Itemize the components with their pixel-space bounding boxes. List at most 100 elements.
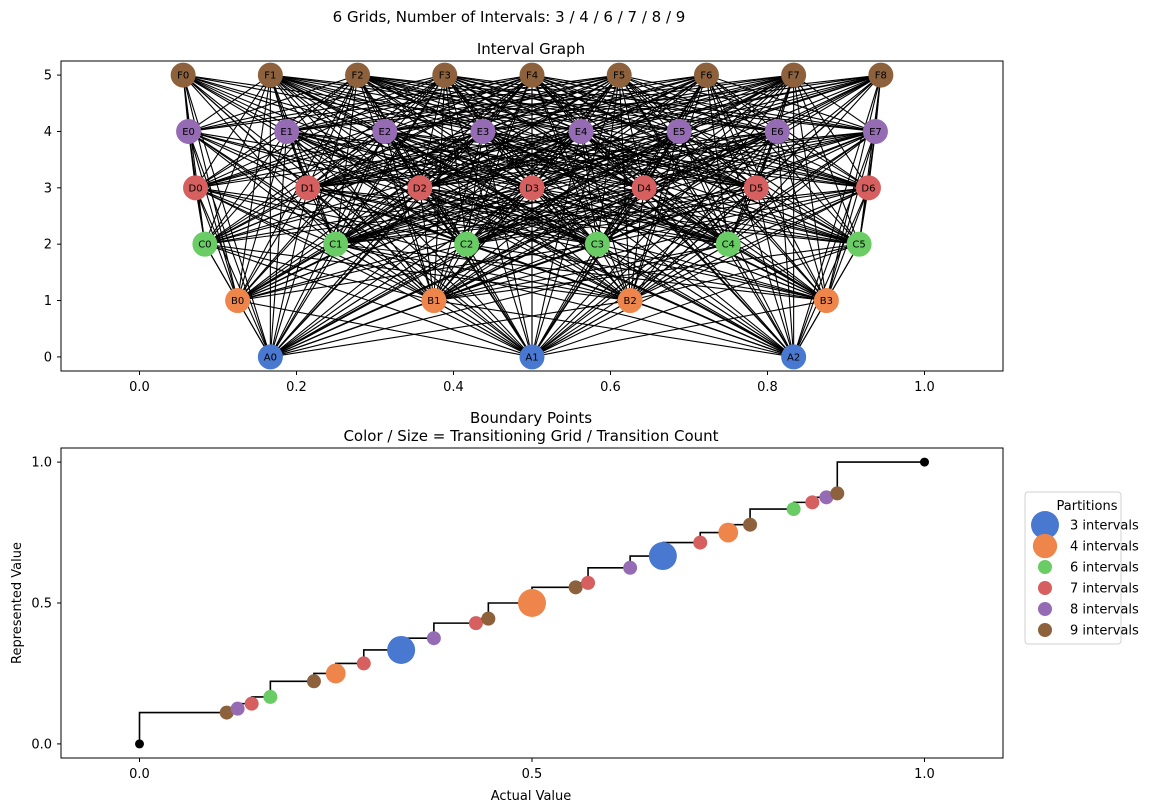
edge-C0-E1 xyxy=(204,131,288,245)
edge-A2-E7 xyxy=(793,131,876,358)
boundary-point-B xyxy=(518,589,546,617)
x-tick-label: 0.4 xyxy=(443,380,464,395)
node-label-E0: E0 xyxy=(182,127,195,138)
node-label-E6: E6 xyxy=(771,127,784,138)
edge-E4-F7 xyxy=(580,74,794,132)
y-tick-label: 2 xyxy=(44,238,52,253)
edge-A1-F0 xyxy=(182,74,533,358)
edge-A1-D0 xyxy=(195,187,533,358)
edge-D0-E2 xyxy=(195,130,385,189)
edge-D3-E1 xyxy=(286,130,533,189)
endpoint-marker xyxy=(135,739,144,749)
legend-label: 3 intervals xyxy=(1070,519,1139,534)
y-tick-label: 0.5 xyxy=(31,597,52,612)
node-D4 xyxy=(631,175,657,201)
node-A2 xyxy=(781,344,807,370)
edge-D0-E4 xyxy=(195,130,582,189)
node-F3 xyxy=(432,62,458,88)
edge-A2-F8 xyxy=(793,74,882,358)
edge-B2-C0 xyxy=(204,243,631,302)
node-A0 xyxy=(257,344,283,370)
edge-D0-E1 xyxy=(195,130,287,189)
boundary-point-D xyxy=(244,696,259,711)
y-tick-label: 4 xyxy=(44,125,52,140)
edge-B1-E2 xyxy=(384,131,435,301)
edge-E5-F7 xyxy=(678,74,794,132)
legend-marker-C xyxy=(1038,560,1052,574)
edge-B0-F0 xyxy=(182,74,239,301)
boundary-point-E xyxy=(819,490,834,505)
edge-D4-F8 xyxy=(643,74,882,189)
legend-label: 9 intervals xyxy=(1070,624,1139,639)
node-F4 xyxy=(519,62,545,88)
edge-B0-F6 xyxy=(237,74,707,302)
edge-C3-E7 xyxy=(597,130,876,245)
edge-E5-F2 xyxy=(357,74,680,132)
boundary-point-E xyxy=(623,560,638,575)
edge-B3-F4 xyxy=(531,74,827,301)
edge-A1-D6 xyxy=(531,187,869,358)
edge-B3-D1 xyxy=(307,187,827,302)
node-label-B2: B2 xyxy=(624,296,637,307)
edge-B0-E0 xyxy=(188,131,239,301)
edge-E2-F4 xyxy=(384,74,533,132)
edge-D1-E2 xyxy=(307,131,386,189)
edge-E4-F0 xyxy=(183,74,582,132)
edge-C3-D0 xyxy=(195,187,598,245)
edge-D4-E2 xyxy=(384,130,645,189)
node-E6 xyxy=(764,118,790,144)
node-label-A0: A0 xyxy=(264,352,277,363)
edge-D0-F1 xyxy=(195,74,271,189)
edge-C2-E0 xyxy=(188,130,467,245)
edge-E0-F3 xyxy=(188,74,445,132)
node-label-C1: C1 xyxy=(329,240,342,251)
edge-D4-E1 xyxy=(286,130,645,189)
y-tick-label: 1 xyxy=(44,294,52,309)
node-C5 xyxy=(846,231,872,257)
y-tick-label: 0.0 xyxy=(31,737,52,752)
edge-D2-F1 xyxy=(270,74,421,189)
x-tick-label: 0.2 xyxy=(286,380,307,395)
node-label-F4: F4 xyxy=(526,71,538,82)
edge-C1-D4 xyxy=(335,187,645,245)
edge-D5-E1 xyxy=(286,130,757,189)
edge-D2-F8 xyxy=(419,74,881,189)
figure-suptitle: 6 Grids, Number of Intervals: 3 / 4 / 6 … xyxy=(333,8,686,26)
edge-C5-F7 xyxy=(793,74,860,245)
node-B3 xyxy=(813,288,839,314)
y-tick-label: 3 xyxy=(44,181,52,196)
edge-C4-D3 xyxy=(531,187,729,245)
edge-C5-E5 xyxy=(678,130,860,245)
node-label-D4: D4 xyxy=(637,183,651,194)
edge-E4-F2 xyxy=(357,74,582,132)
boundary-markers xyxy=(135,457,929,749)
node-label-D6: D6 xyxy=(861,183,875,194)
edge-C0-D4 xyxy=(204,187,645,245)
edge-C5-F2 xyxy=(357,74,860,245)
legend-marker-E xyxy=(1038,602,1052,616)
edge-C2-E1 xyxy=(286,130,467,245)
edge-D0-E3 xyxy=(195,130,484,189)
edge-A0-F0 xyxy=(182,74,271,358)
edge-E1-F0 xyxy=(182,74,287,132)
graph-nodes: A0 A1 A2 B0 B1 B2 B3 C0 C1 C2 C3 C4 C5 D0 D1 D2 D3 D4 D5 D6… xyxy=(170,62,894,370)
edge-A0-E1 xyxy=(269,131,288,357)
edge-C2-D4 xyxy=(466,187,645,245)
edge-B2-C4 xyxy=(629,243,729,302)
node-D2 xyxy=(407,175,433,201)
edge-A2-F5 xyxy=(618,74,795,358)
node-D3 xyxy=(519,175,545,201)
edge-C5-E6 xyxy=(776,131,860,245)
node-F2 xyxy=(345,62,371,88)
boundary-point-C xyxy=(786,502,801,517)
node-label-E5: E5 xyxy=(673,127,686,138)
edge-E1-F6 xyxy=(286,74,707,132)
node-F7 xyxy=(781,62,807,88)
edge-A2-D6 xyxy=(793,187,869,358)
node-label-C4: C4 xyxy=(722,240,735,251)
node-label-A2: A2 xyxy=(787,352,800,363)
edge-E2-F5 xyxy=(384,74,620,132)
boundary-point-A xyxy=(387,635,416,664)
edge-E3-F0 xyxy=(183,74,484,132)
